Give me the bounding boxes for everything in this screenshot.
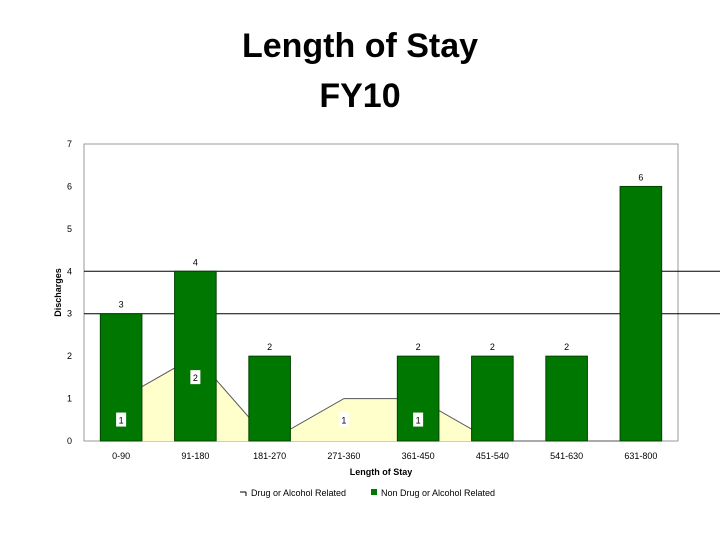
bar-value-label-91-180: 4 (193, 257, 198, 267)
area-value-label-0-90: 1 (119, 416, 124, 426)
area-value-label-361-450: 1 (416, 416, 421, 426)
chart-title-line1: Length of Stay (241, 27, 479, 65)
legend-swatch-non-drug-alcohol (371, 489, 377, 495)
area-value-box-0-90 (116, 412, 127, 427)
bar-value-label-631-800: 6 (638, 172, 643, 182)
x-tick-label-451-540: 451-540 (476, 451, 509, 461)
legend-label-non-drug-alcohol: Non Drug or Alcohol Related (381, 488, 495, 498)
chart-title-line2: FY10 (319, 77, 401, 115)
bar-181-270 (248, 355, 291, 442)
bar-541-630 (545, 355, 588, 442)
y-tick-label-1: 1 (67, 394, 72, 404)
bar-value-label-361-450: 2 (416, 342, 421, 352)
bar-value-label-181-270: 2 (267, 342, 272, 352)
bar-631-800 (619, 185, 663, 442)
x-tick-label-631-800: 631-800 (624, 451, 657, 461)
legend-label-drug-alcohol: Drug or Alcohol Related (251, 488, 346, 498)
x-axis-title: Length of Stay (350, 467, 413, 477)
y-tick-label-5: 5 (67, 224, 72, 234)
y-axis-title: Discharges (53, 268, 63, 317)
x-tick-label-541-630: 541-630 (550, 451, 583, 461)
x-tick-label-271-360: 271-360 (327, 451, 360, 461)
bar-value-label-541-630: 2 (564, 342, 569, 352)
y-tick-label-0: 0 (67, 436, 72, 446)
y-tick-label-3: 3 (67, 309, 72, 319)
area-fill-drug-alcohol (121, 356, 641, 441)
y-tick-label-7: 7 (67, 139, 72, 149)
x-tick-label-0-90: 0-90 (112, 451, 130, 461)
x-tick-label-361-450: 361-450 (402, 451, 435, 461)
bar-361-450 (396, 355, 440, 442)
area-value-box-271-360 (338, 412, 349, 427)
bar-91-180 (174, 270, 217, 442)
area-value-box-91-180 (190, 370, 201, 385)
y-tick-label-2: 2 (67, 351, 72, 361)
bar-value-label-451-540: 2 (490, 342, 495, 352)
area-value-label-271-360: 1 (341, 416, 346, 426)
x-tick-label-91-180: 91-180 (181, 451, 209, 461)
area-value-box-361-450 (413, 412, 424, 427)
bar-value-label-0-90: 3 (119, 300, 124, 310)
y-tick-label-6: 6 (67, 181, 72, 191)
bar-451-540 (471, 355, 514, 442)
y-tick-label-4: 4 (67, 266, 72, 276)
x-tick-label-181-270: 181-270 (253, 451, 286, 461)
area-value-label-91-180: 2 (193, 373, 198, 383)
